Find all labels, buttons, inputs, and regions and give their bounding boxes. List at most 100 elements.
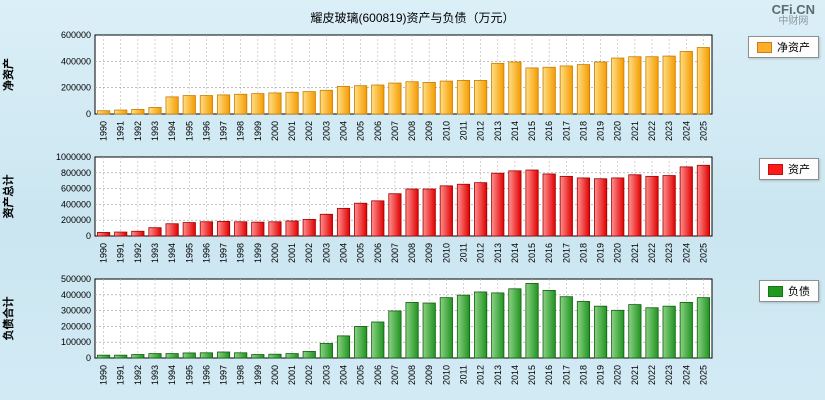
bar xyxy=(439,297,453,359)
x-tick-label: 1991 xyxy=(116,365,126,385)
y-tick-label: 500000 xyxy=(61,274,91,284)
x-tick-label: 2015 xyxy=(527,121,537,141)
bar xyxy=(268,92,282,115)
x-tick-label: 2013 xyxy=(493,243,503,263)
bar xyxy=(148,353,162,359)
x-tick-label: 1995 xyxy=(184,243,194,263)
bar xyxy=(696,297,711,359)
x-tick-label: 2024 xyxy=(681,365,691,385)
total-assets-chart: 0 200000 400000 600000 800000 1000000 1990 1991… xyxy=(1,152,713,263)
bar xyxy=(491,292,505,359)
net-assets-legend-label: 净资产 xyxy=(777,42,810,54)
bar xyxy=(114,231,128,237)
y-tick-label: 400000 xyxy=(61,56,91,66)
x-tick-label: 2006 xyxy=(373,243,383,263)
bar xyxy=(474,291,488,359)
bar xyxy=(491,62,505,115)
net-assets-chart-row: 0 200000 400000 600000 1990 1991 1992 1993 1994 1… xyxy=(0,30,825,152)
x-tick-label: 2004 xyxy=(339,243,349,263)
bar xyxy=(594,305,608,359)
x-tick-label: 2012 xyxy=(476,121,486,141)
net-assets-legend: 净资产 xyxy=(748,36,819,58)
x-tick-label: 2025 xyxy=(698,243,708,263)
bar xyxy=(422,188,436,237)
x-tick-label: 1992 xyxy=(133,365,143,385)
x-tick-label: 1997 xyxy=(219,243,229,263)
x-tick-label: 2011 xyxy=(458,121,468,140)
bar xyxy=(182,222,196,237)
bar xyxy=(354,202,368,237)
bar xyxy=(645,56,659,115)
liabilities-legend: 负债 xyxy=(759,280,819,302)
x-tick-label: 1991 xyxy=(116,121,126,141)
total-assets-legend: 资产 xyxy=(759,158,819,180)
bar xyxy=(645,307,659,359)
bar xyxy=(422,82,436,115)
bar xyxy=(559,296,573,359)
x-tick-label: 2007 xyxy=(390,243,400,263)
bar xyxy=(131,108,145,115)
y-axis-title: 净资产 xyxy=(1,58,15,91)
bar xyxy=(336,335,351,359)
x-tick-label: 1998 xyxy=(236,243,246,263)
cfi-logo: CFi.CN 中财网 xyxy=(772,3,815,27)
bar xyxy=(354,85,368,115)
y-tick-label: 0 xyxy=(86,231,91,241)
bar xyxy=(199,352,213,359)
chart-title: 耀皮玻璃(600819)资产与负债（万元） xyxy=(310,11,515,25)
x-tick-label: 1996 xyxy=(201,121,211,141)
bar xyxy=(268,353,282,359)
bar xyxy=(439,185,453,237)
x-tick-label: 2016 xyxy=(544,243,554,263)
bar xyxy=(251,221,265,237)
bar xyxy=(302,219,316,237)
x-tick-label: 2010 xyxy=(441,365,451,385)
bar xyxy=(319,213,333,237)
x-tick-label: 2010 xyxy=(441,121,451,141)
bar xyxy=(336,85,351,115)
x-tick-label: 1994 xyxy=(167,121,177,141)
bar xyxy=(611,309,625,359)
x-tick-label: 2000 xyxy=(270,365,280,385)
x-tick-label: 1994 xyxy=(167,365,177,385)
bar xyxy=(148,227,162,237)
bar xyxy=(371,200,385,237)
bar xyxy=(542,289,556,359)
x-tick-label: 1998 xyxy=(236,365,246,385)
bar xyxy=(439,80,453,115)
y-axis-title: 负债合计 xyxy=(1,297,15,341)
x-tick-label: 1996 xyxy=(201,243,211,263)
bar xyxy=(251,93,265,115)
x-tick-label: 1990 xyxy=(99,243,109,263)
x-tick-label: 2003 xyxy=(321,243,331,263)
x-tick-label: 2018 xyxy=(578,121,588,141)
bar xyxy=(234,93,248,115)
x-tick-label: 2017 xyxy=(561,365,571,385)
x-tick-label: 2019 xyxy=(596,121,606,141)
y-tick-label: 800000 xyxy=(61,168,91,178)
bar xyxy=(336,207,351,237)
x-tick-label: 2011 xyxy=(458,365,468,384)
bar xyxy=(182,352,196,359)
x-tick-label: 2018 xyxy=(578,365,588,385)
x-tick-label: 1995 xyxy=(184,121,194,141)
bar xyxy=(371,84,385,115)
x-tick-label: 2007 xyxy=(390,365,400,385)
bar xyxy=(662,175,676,237)
bar xyxy=(302,91,316,115)
x-tick-label: 2023 xyxy=(664,365,674,385)
bar xyxy=(594,61,608,115)
x-tick-label: 2020 xyxy=(613,243,623,263)
bar xyxy=(576,177,591,237)
bar xyxy=(628,174,642,237)
net-assets-chart: 0 200000 400000 600000 1990 1991 1992 1993 1994 1… xyxy=(1,30,713,141)
x-tick-label: 2023 xyxy=(664,121,674,141)
plot-area xyxy=(94,278,713,359)
x-tick-label: 2025 xyxy=(698,365,708,385)
x-tick-label: 2013 xyxy=(493,365,503,385)
bar xyxy=(456,294,471,359)
y-tick-label: 300000 xyxy=(61,306,91,316)
cfi-logo-text: CFi.CN xyxy=(771,2,815,17)
bar xyxy=(319,89,333,115)
y-tick-label: 200000 xyxy=(61,83,91,93)
